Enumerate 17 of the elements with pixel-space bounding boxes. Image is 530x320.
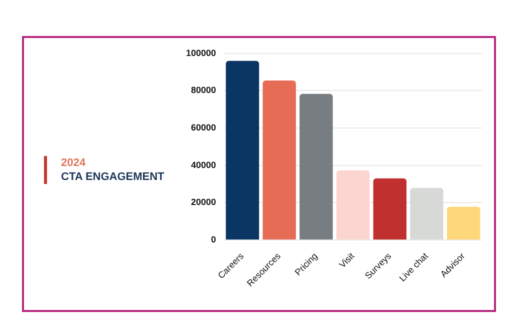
- x-tick-label: Visit: [337, 250, 357, 270]
- y-tick-label: 100000: [186, 48, 216, 58]
- y-tick-label: 20000: [191, 197, 216, 208]
- text: 2024: [61, 156, 86, 170]
- bar: [446, 206, 480, 240]
- y-tick-label: 60000: [191, 122, 216, 132]
- bar: [410, 188, 444, 240]
- y-tick-label: 80000: [191, 85, 216, 96]
- y-tick-label: 0: [211, 234, 216, 244]
- bar: [300, 94, 333, 240]
- bar: [373, 178, 406, 240]
- bar: [226, 60, 260, 240]
- x-tick-label: Live chat: [397, 250, 430, 284]
- bar: [336, 170, 370, 240]
- text: CTA ENGAGEMENT: [61, 170, 166, 184]
- y-tick-label: 40000: [191, 160, 216, 170]
- bar: [262, 80, 296, 240]
